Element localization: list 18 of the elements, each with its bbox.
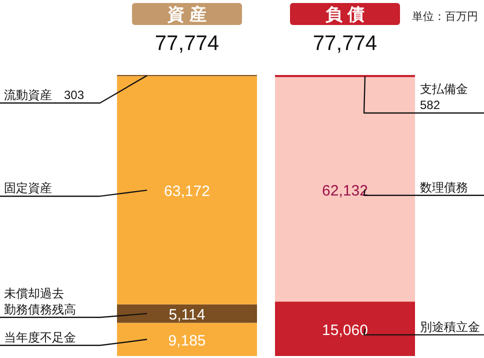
text: 当年度不足金	[4, 330, 76, 344]
text: 固定資産	[4, 181, 52, 196]
text: 単位：百万円	[412, 11, 478, 23]
series-label: 別途積立金	[420, 320, 480, 334]
x-tick-label: 負 債	[326, 5, 364, 24]
data-label: 62,132	[322, 182, 368, 200]
total-label: 77,774	[154, 32, 220, 55]
data-label: 63,172	[164, 183, 210, 200]
total-label: 77,774	[312, 32, 378, 55]
text: 未償却過去勤務債務残高	[4, 286, 76, 316]
text: 流動資産 303	[4, 88, 84, 102]
data-label: 582	[420, 98, 440, 112]
series-label: 数理債務	[420, 180, 468, 194]
x-tick-label: 資 産	[166, 5, 206, 24]
series-label: 支払備金	[420, 82, 468, 96]
data-label: 15,060	[322, 322, 368, 339]
data-label: 5,114	[168, 306, 206, 324]
data-label: 9,185	[168, 332, 206, 350]
